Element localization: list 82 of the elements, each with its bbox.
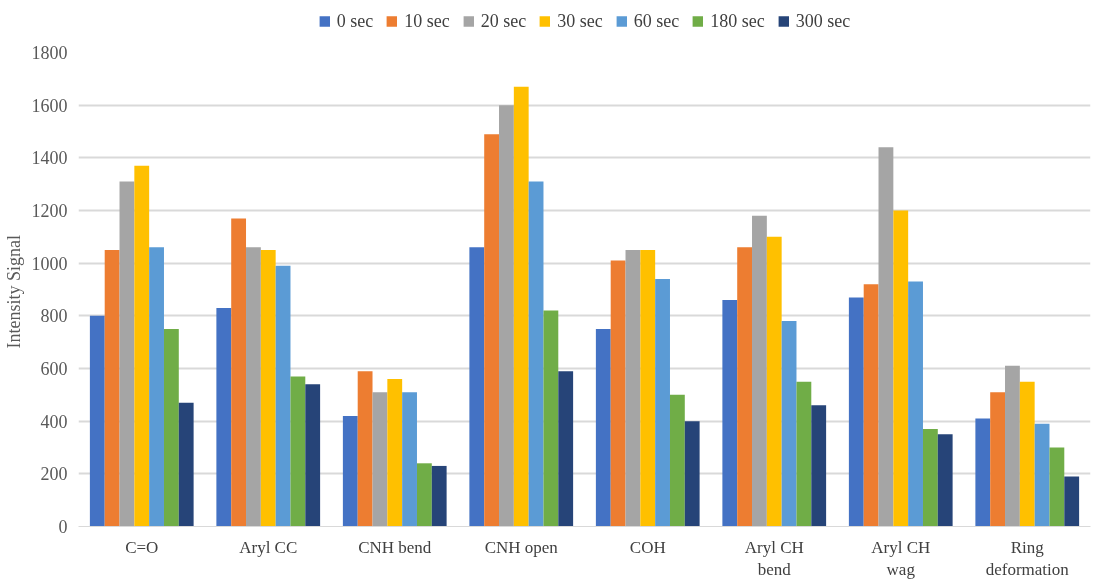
y-tick-label: 400 [40,411,68,432]
bar [431,465,447,527]
bar [357,371,373,527]
legend-label: 300 sec [795,10,851,32]
y-tick-label: 800 [40,306,68,327]
y-tick-label: 200 [40,464,68,485]
bar [528,181,544,527]
x-tick-label: Aryl CC [239,537,298,557]
y-tick-label: 1600 [31,95,68,116]
bar [781,321,797,527]
bar [260,250,276,527]
y-tick-label: 600 [40,359,68,379]
bar [655,278,670,527]
y-tick-label: 1800 [31,43,68,63]
x-tick-label: Aryl CH wag [871,537,931,580]
bar [416,463,432,527]
bar [908,281,923,527]
bar [342,415,358,527]
y-tick-label: 1400 [31,148,68,169]
bar [484,134,500,527]
y-axis-title: Intensity Signal [3,235,24,349]
bar [1019,381,1035,527]
bar [1064,476,1080,527]
bar [104,250,120,527]
bar [387,379,403,527]
bar [595,329,611,527]
bar [625,250,641,527]
bar [1034,423,1050,527]
bar [290,376,306,527]
x-tick-label: Ring deformation [985,537,1070,580]
bar [610,260,626,527]
bar [1005,365,1020,527]
bar [402,392,417,527]
bar [89,315,105,527]
bar [752,215,767,527]
legend-label: 0 sec [336,10,374,32]
bar [216,307,232,527]
legend-label: 20 sec [480,10,527,32]
bar [163,329,179,527]
bar [669,394,685,527]
bar [893,210,909,527]
bar [863,284,879,527]
bar [134,165,150,527]
bar [796,381,812,527]
bar [372,392,388,527]
bar [246,247,261,527]
bar [231,218,247,527]
bar [275,265,291,527]
bar [811,405,827,527]
bar [640,250,656,527]
legend-label: 60 sec [633,10,680,32]
bar [990,392,1006,527]
bar [499,105,514,527]
legend-label: 180 sec [710,10,765,32]
x-tick-label: CNH open [484,537,559,557]
bar [975,418,991,527]
bar [513,86,529,527]
bar [178,402,194,527]
y-tick-label: 1000 [31,253,68,274]
x-tick-label: Aryl CH bend [744,537,804,580]
bar [149,247,164,527]
bar [305,384,321,527]
bar [119,181,135,527]
x-tick-label: CNH bend [358,537,432,557]
y-tick-label: 0 [58,517,68,537]
legend-label: 30 sec [557,10,603,32]
bar [878,147,894,527]
bar [848,297,864,527]
bar [558,371,574,527]
bar [1049,447,1065,527]
bar [469,247,485,527]
y-tick-label: 1200 [31,201,68,221]
bar [737,247,753,527]
bar [543,310,559,527]
bar [937,434,953,527]
bar [922,429,938,527]
legend-label: 10 sec [404,10,450,32]
bar [766,236,782,527]
bar [684,421,700,527]
x-tick-label: C=O [125,537,159,557]
bar [722,300,738,527]
x-tick-label: COH [629,537,666,557]
